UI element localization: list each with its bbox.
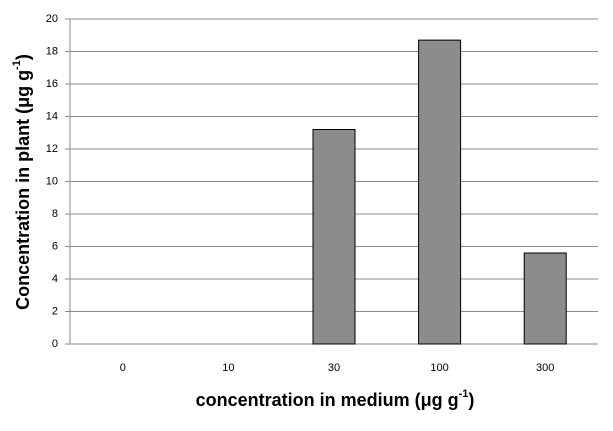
- bar: [418, 39, 462, 345]
- x-axis-label-main: concentration in medium (μg g: [196, 390, 459, 410]
- y-tick-label: 0: [52, 338, 58, 350]
- x-axis-label: concentration in medium (μg g-1): [196, 388, 475, 410]
- x-tick-label: 100: [430, 362, 448, 374]
- y-axis-label: Concentration in plant (μg g-1): [11, 54, 33, 310]
- y-tick-label: 14: [46, 110, 58, 122]
- y-tick-label: 18: [46, 45, 58, 57]
- x-tick-label: 0: [120, 362, 126, 374]
- y-tick-label: 20: [46, 13, 58, 25]
- x-tick-label: 30: [328, 362, 340, 374]
- x-tick-label: 300: [536, 362, 554, 374]
- y-tick-label: 6: [52, 240, 58, 252]
- y-tick-label: 10: [46, 175, 58, 187]
- bar: [523, 252, 567, 345]
- x-axis-label-end: ): [468, 390, 474, 410]
- y-tick-label: 4: [52, 273, 58, 285]
- y-axis-label-end: ): [13, 54, 33, 60]
- x-axis-label-sup: -1: [459, 388, 469, 400]
- y-tick-label: 12: [46, 143, 58, 155]
- bar: [312, 129, 356, 345]
- x-tick-label: 10: [222, 362, 234, 374]
- y-tick-label: 8: [52, 208, 58, 220]
- y-tick-label: 16: [46, 78, 58, 90]
- y-axis-label-sup: -1: [11, 60, 23, 70]
- y-axis-label-main: Concentration in plant (μg g: [13, 70, 33, 310]
- y-tick-label: 2: [52, 305, 58, 317]
